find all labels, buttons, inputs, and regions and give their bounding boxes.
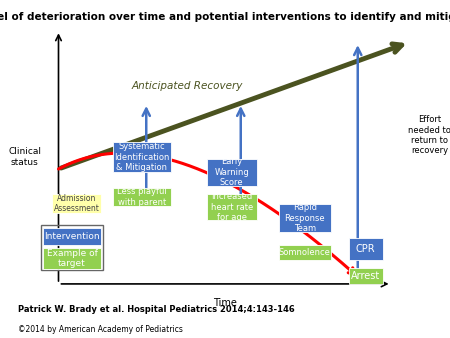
FancyBboxPatch shape bbox=[112, 188, 171, 206]
FancyBboxPatch shape bbox=[112, 142, 171, 172]
Text: Systematic
Identification
& Mitigation: Systematic Identification & Mitigation bbox=[114, 142, 170, 172]
Text: Model of deterioration over time and potential interventions to identify and mit: Model of deterioration over time and pot… bbox=[0, 12, 450, 22]
Text: Somnolence: Somnolence bbox=[279, 248, 331, 257]
Text: Increased
heart rate
for age: Increased heart rate for age bbox=[211, 192, 253, 222]
FancyBboxPatch shape bbox=[349, 238, 382, 260]
Text: Example of
target: Example of target bbox=[46, 249, 98, 268]
Text: Effort
needed to
return to
recovery: Effort needed to return to recovery bbox=[408, 115, 450, 155]
Text: Less playful
with parent: Less playful with parent bbox=[117, 187, 166, 207]
Text: Arrest: Arrest bbox=[351, 271, 380, 281]
FancyBboxPatch shape bbox=[207, 194, 256, 220]
Text: Anticipated Recovery: Anticipated Recovery bbox=[131, 81, 243, 91]
Text: Clinical
status: Clinical status bbox=[8, 147, 41, 167]
Text: Rapid
Response
Team: Rapid Response Team bbox=[284, 203, 325, 233]
FancyBboxPatch shape bbox=[349, 268, 382, 284]
Text: Time: Time bbox=[213, 297, 237, 308]
FancyBboxPatch shape bbox=[279, 204, 331, 232]
Text: Admission
Assessment: Admission Assessment bbox=[54, 194, 99, 213]
Text: Early
Warning
Score: Early Warning Score bbox=[214, 158, 249, 187]
FancyBboxPatch shape bbox=[279, 245, 331, 260]
Text: Intervention: Intervention bbox=[44, 232, 100, 241]
FancyBboxPatch shape bbox=[52, 194, 101, 213]
FancyBboxPatch shape bbox=[43, 228, 101, 245]
Text: Patrick W. Brady et al. Hospital Pediatrics 2014;4:143-146: Patrick W. Brady et al. Hospital Pediatr… bbox=[18, 305, 295, 314]
FancyBboxPatch shape bbox=[43, 248, 101, 269]
FancyBboxPatch shape bbox=[207, 159, 256, 186]
Text: ©2014 by American Academy of Pediatrics: ©2014 by American Academy of Pediatrics bbox=[18, 325, 183, 334]
Text: CPR: CPR bbox=[356, 244, 375, 254]
